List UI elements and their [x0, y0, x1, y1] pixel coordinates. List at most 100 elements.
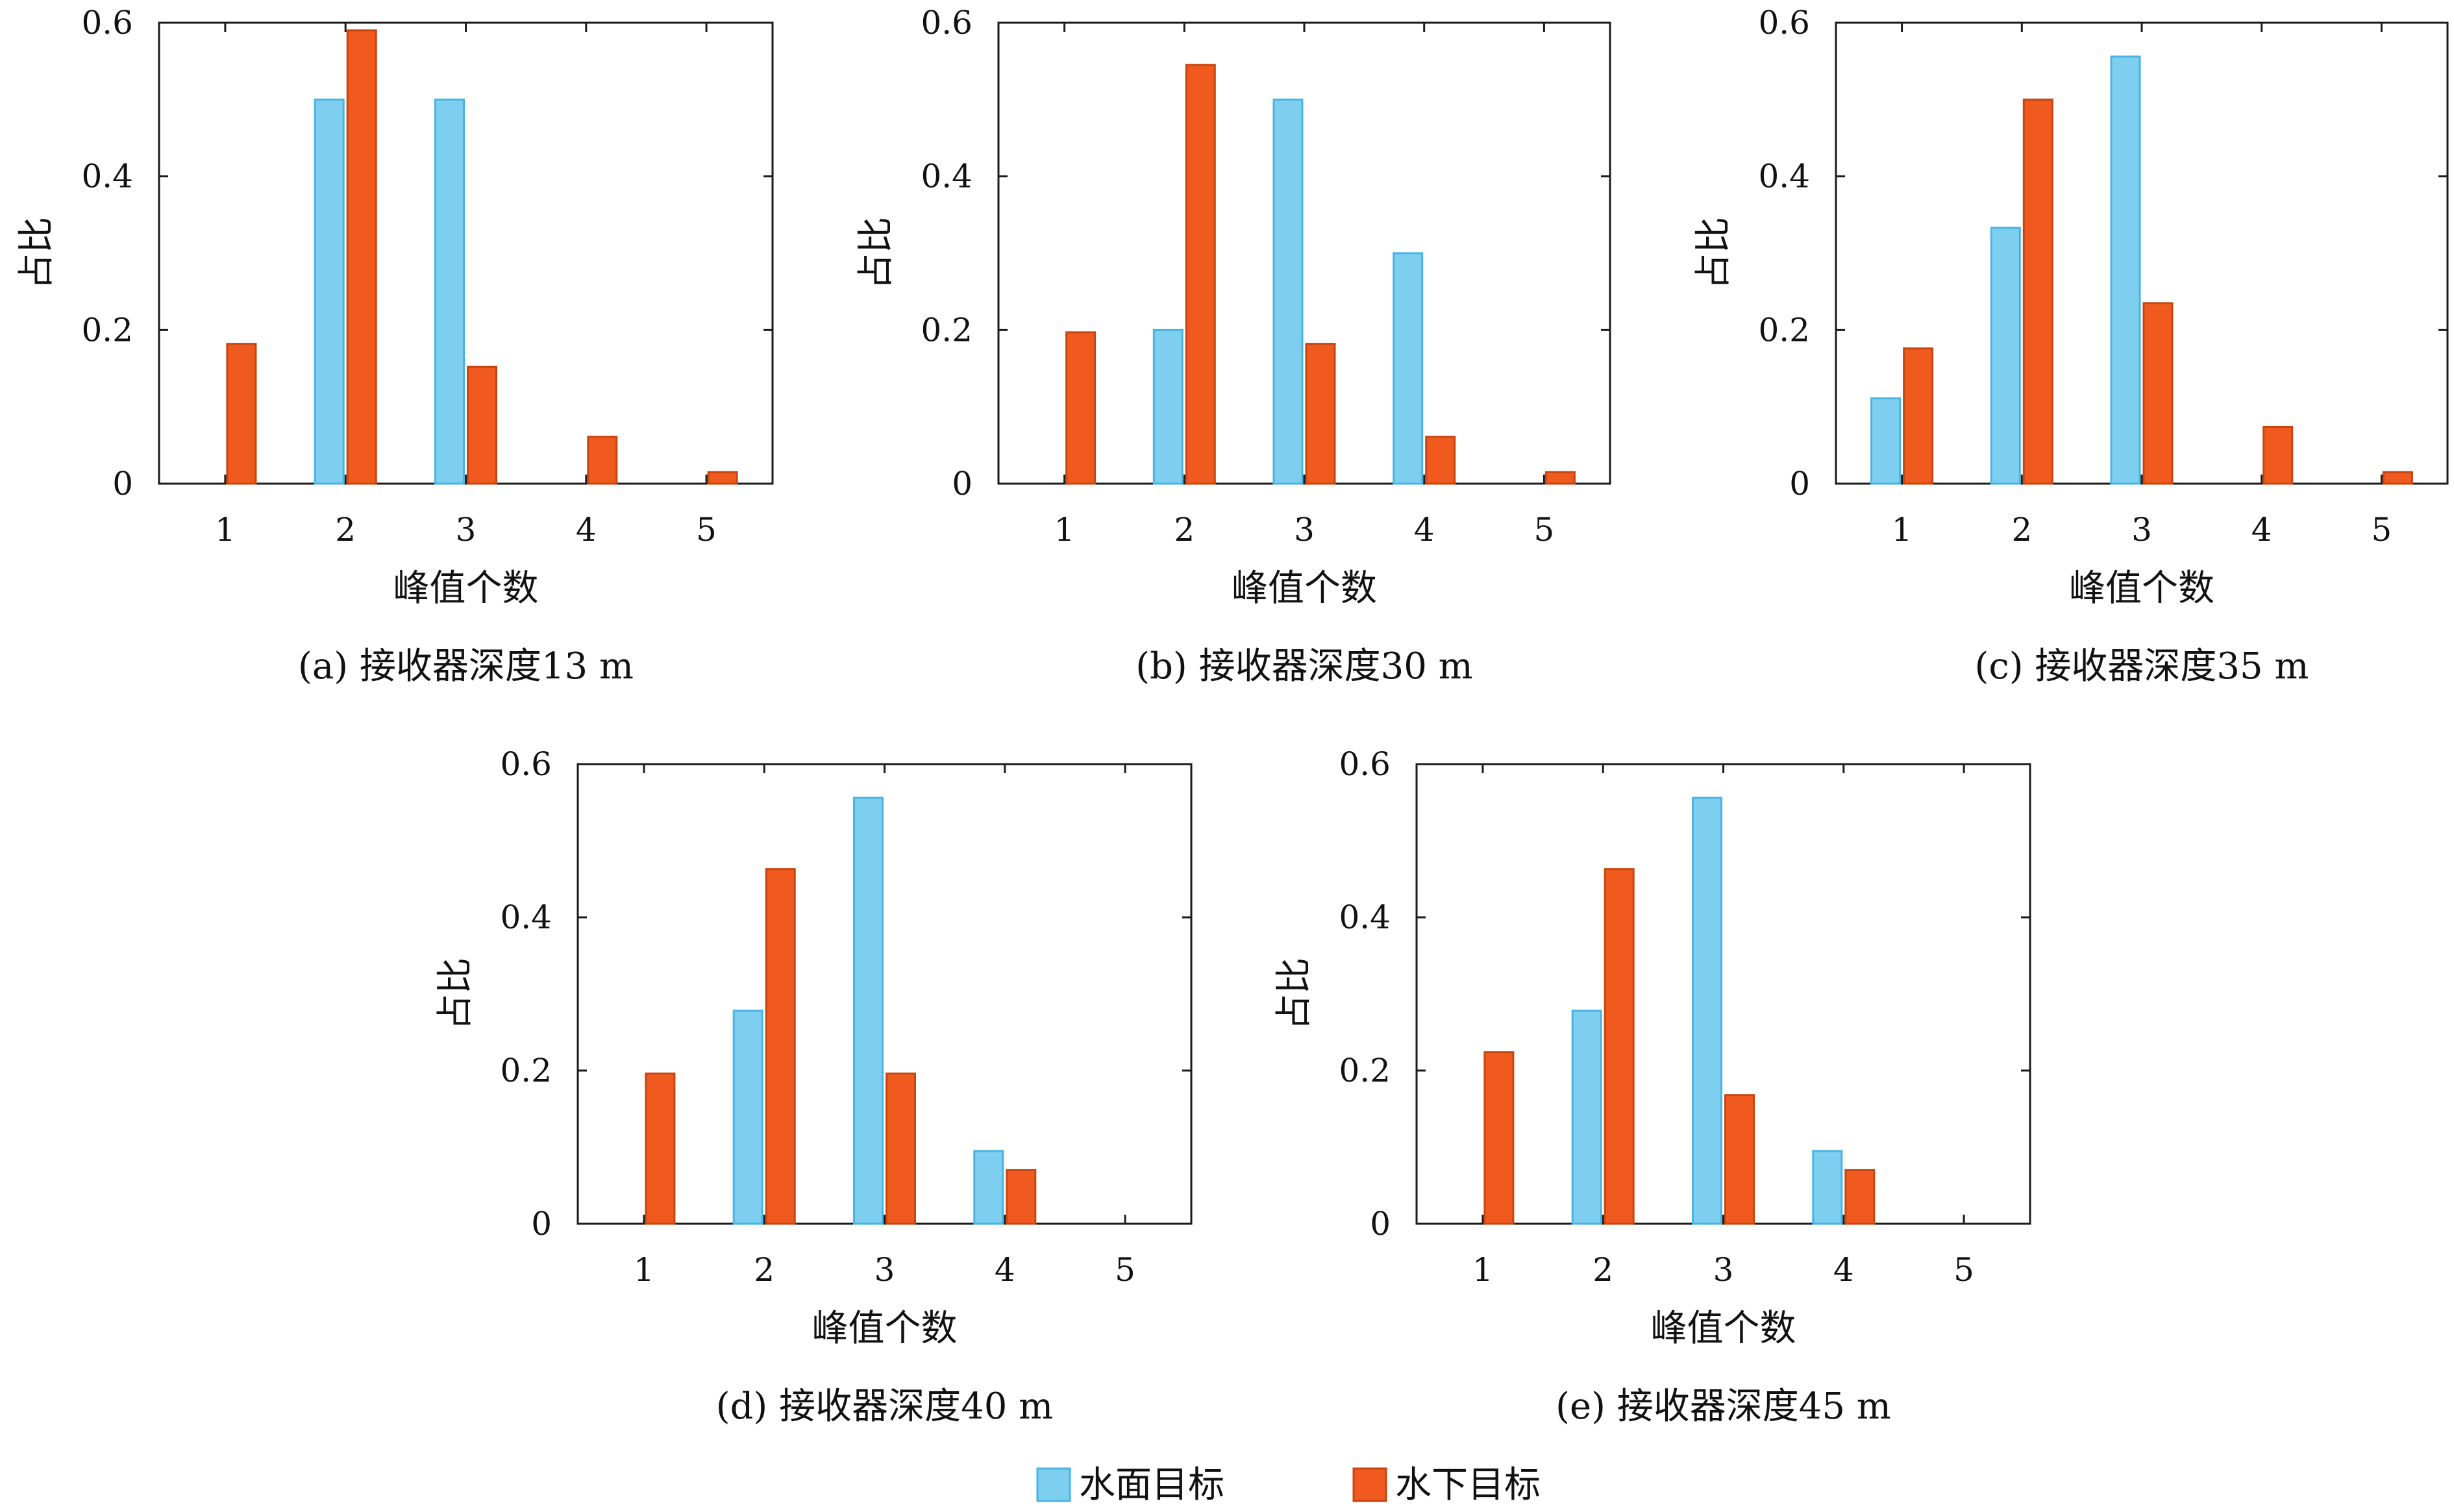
- panel-c-ytick-label: 0.4: [1758, 158, 1810, 195]
- panel-a-ylabel: 占比: [16, 217, 58, 290]
- panel-e-ytick-label: 0: [1370, 1205, 1391, 1243]
- panel-d: 0 0.2 0.4 0.6 1 2 3 4 5 峰值个数 占比 (d) 接收器深度40 m: [434, 745, 1193, 1428]
- panel-e-ylabel: 占比: [1273, 958, 1315, 1030]
- panel-e-bar-underwater: [1483, 1051, 1515, 1225]
- panel-c-bar-underwater: [1903, 347, 1934, 485]
- panel-e-bar-surface: [1692, 797, 1722, 1225]
- panel-e-xtick-label: 4: [1833, 1251, 1854, 1289]
- panel-d-caption: (d) 接收器深度40 m: [716, 1385, 1054, 1428]
- panel-d-bar-underwater: [765, 868, 796, 1225]
- panel-a-ytick-label: 0.4: [81, 158, 133, 195]
- panel-d-ytick-label: 0.4: [500, 899, 552, 936]
- panel-a-caption: (a) 接收器深度13 m: [298, 645, 634, 688]
- panel-d-xtick-label: 1: [634, 1251, 654, 1289]
- panel-c-bar-surface: [2110, 55, 2141, 485]
- panel-a-xtick-label: 1: [215, 511, 236, 549]
- panel-e-bar-surface: [1571, 1010, 1602, 1225]
- panel-e-xtick-label: 1: [1472, 1251, 1493, 1289]
- panel-b-ytick-label: 0.2: [921, 311, 973, 349]
- panel-d-bar-underwater: [645, 1072, 676, 1225]
- panel-d-xtick-label: 3: [874, 1251, 895, 1289]
- panel-a-xtick-label: 2: [335, 511, 356, 549]
- panel-e-xtick-label: 2: [1593, 1251, 1613, 1289]
- panel-d-bar-surface: [853, 797, 884, 1225]
- panel-c-bar-underwater: [2382, 471, 2413, 485]
- panel-a-xtick-label: 4: [576, 511, 597, 549]
- panel-e-ytick-label: 0.6: [1339, 745, 1391, 783]
- legend-label-underwater: 水下目标: [1395, 1464, 1541, 1506]
- panel-c-ytick-label: 0: [1789, 465, 1810, 502]
- panel-e-bar-underwater: [1724, 1094, 1755, 1225]
- panel-a-xtick-label: 5: [696, 511, 717, 549]
- panel-a-ytick-label: 0.2: [81, 311, 133, 349]
- panel-c: 0 0.2 0.4 0.6 1 2 3 4 5 峰值个数 占比 (c) 接收器深度35 m: [1692, 4, 2449, 688]
- panel-b-xtick-label: 4: [1414, 511, 1435, 549]
- panel-c-xlabel: 峰值个数: [2069, 567, 2214, 610]
- panel-c-ylabel: 占比: [1692, 217, 1735, 290]
- panel-b-ytick-label: 0.4: [921, 158, 973, 195]
- panel-b-xtick-label: 1: [1054, 511, 1075, 549]
- panel-a-ytick-label: 0: [112, 465, 133, 502]
- panel-e-xtick-label: 5: [1953, 1251, 1974, 1289]
- panel-b-ylabel: 占比: [855, 217, 897, 290]
- panel-a-bar-underwater: [346, 29, 377, 485]
- panel-e-bar-underwater: [1844, 1169, 1876, 1225]
- panel-c-bar-underwater: [2022, 98, 2053, 485]
- panel-d-ytick-label: 0: [531, 1205, 552, 1243]
- panel-c-bar-surface: [1990, 227, 2021, 485]
- legend-swatch-surface: [1036, 1467, 1071, 1502]
- panel-c-ytick-label: 0.2: [1758, 311, 1810, 349]
- panel-c-bar-underwater: [2262, 425, 2294, 485]
- panel-b-bar-underwater: [1425, 436, 1456, 485]
- panel-c-xtick-label: 5: [2372, 511, 2392, 549]
- panel-c-xtick-label: 4: [2251, 511, 2272, 549]
- panel-a: 0 0.2 0.4 0.6 1 2 3 4 5 峰值个数 占比 (a) 接收器深度13 m: [16, 4, 774, 688]
- panel-a-bar-underwater: [587, 436, 618, 485]
- panel-e: 0 0.2 0.4 0.6 1 2 3 4 5 峰值个数 占比 (e) 接收器深度45 m: [1273, 745, 2031, 1428]
- panel-b-ytick-label: 0.6: [921, 4, 973, 42]
- panel-c-xtick-label: 1: [1892, 511, 1913, 549]
- panel-a-bar-underwater: [467, 366, 497, 485]
- panel-b-bar-underwater: [1065, 331, 1097, 485]
- panel-d-ytick-label: 0.6: [500, 745, 552, 783]
- panel-c-xtick-label: 2: [2011, 511, 2032, 549]
- panel-d-bar-surface: [973, 1150, 1004, 1225]
- panel-a-bar-surface: [314, 98, 345, 485]
- panel-e-xtick-label: 3: [1713, 1251, 1734, 1289]
- panel-c-bar-underwater: [2142, 302, 2174, 485]
- panel-a-bar-surface: [434, 98, 465, 485]
- panel-b-ytick-label: 0: [952, 465, 973, 502]
- legend: 水面目标 水下目标: [1036, 1464, 1541, 1506]
- panel-b-bar-surface: [1393, 252, 1424, 485]
- panel-c-caption: (c) 接收器深度35 m: [1974, 645, 2309, 688]
- panel-d-ylabel: 占比: [434, 958, 477, 1030]
- panel-a-xtick-label: 3: [456, 511, 477, 549]
- panel-c-bar-surface: [1870, 397, 1902, 485]
- panel-b-bar-surface: [1152, 328, 1184, 485]
- panel-e-ytick-label: 0.2: [1339, 1052, 1391, 1089]
- panel-d-bar-underwater: [886, 1072, 916, 1225]
- panel-d-xtick-label: 2: [754, 1251, 775, 1289]
- legend-label-surface: 水面目标: [1079, 1464, 1224, 1506]
- panel-d-ytick-label: 0.2: [500, 1052, 552, 1089]
- panel-b-xtick-label: 2: [1174, 511, 1195, 549]
- panel-e-bar-underwater: [1604, 868, 1635, 1225]
- panel-b-xtick-label: 3: [1294, 511, 1315, 549]
- panel-a-xlabel: 峰值个数: [393, 567, 539, 610]
- panel-d-bar-underwater: [1006, 1169, 1037, 1225]
- panel-b-bar-underwater: [1305, 343, 1336, 485]
- panel-b-xtick-label: 5: [1534, 511, 1555, 549]
- panel-e-xlabel: 峰值个数: [1651, 1308, 1796, 1350]
- panel-b-bar-underwater: [1544, 471, 1576, 485]
- panel-d-xlabel: 峰值个数: [812, 1308, 958, 1350]
- panel-b: 0 0.2 0.4 0.6 1 2 3 4 5 峰值个数 占比 (b) 接收器深度30 m: [855, 4, 1611, 688]
- panel-e-bar-surface: [1812, 1150, 1843, 1225]
- panel-c-ytick-label: 0.6: [1758, 4, 1810, 42]
- panel-b-xlabel: 峰值个数: [1232, 567, 1377, 610]
- panel-d-xtick-label: 4: [995, 1251, 1015, 1289]
- panel-b-bar-underwater: [1185, 64, 1216, 485]
- panel-e-caption: (e) 接收器深度45 m: [1555, 1385, 1891, 1428]
- panel-b-caption: (b) 接收器深度30 m: [1135, 645, 1473, 688]
